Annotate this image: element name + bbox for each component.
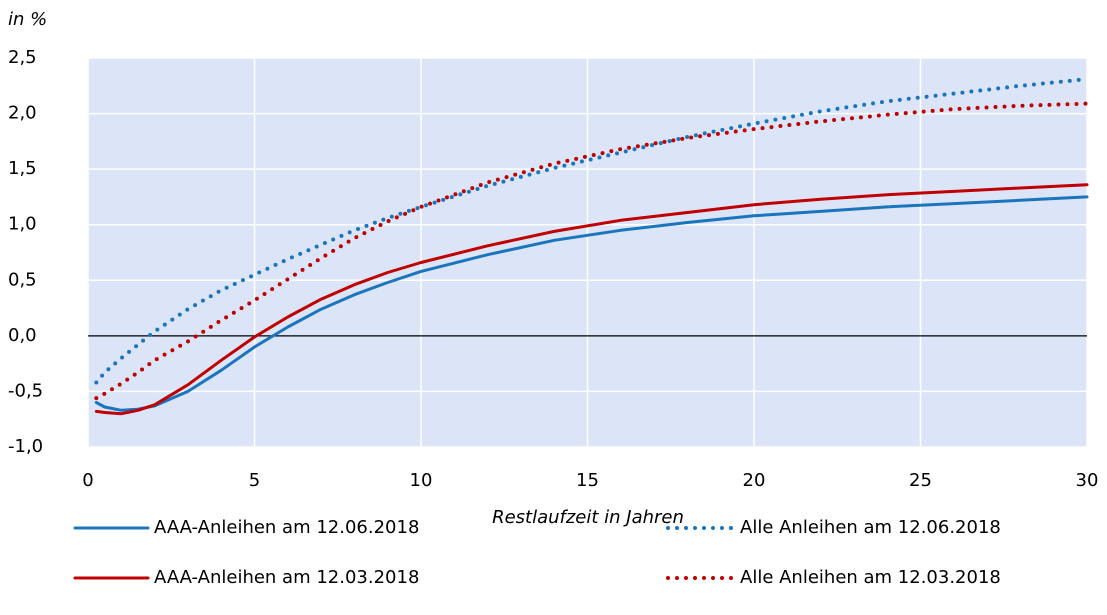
y-tick-label: 2,0 xyxy=(8,103,37,124)
legend-label: Alle Anleihen am 12.06.2018 xyxy=(740,517,1001,538)
y-tick-label: -1,0 xyxy=(8,436,43,457)
x-tick-label: 20 xyxy=(743,470,766,491)
y-tick-label: 1,5 xyxy=(8,158,37,179)
x-tick-label: 0 xyxy=(82,470,93,491)
y-axis-label: in % xyxy=(8,9,47,30)
x-tick-label: 15 xyxy=(576,470,599,491)
x-tick-label: 30 xyxy=(1076,470,1099,491)
series-line xyxy=(94,101,1089,401)
series-line xyxy=(94,183,1089,416)
y-tick-label: -0,5 xyxy=(8,380,43,401)
x-tick-label: 25 xyxy=(909,470,932,491)
legend-label: Alle Anleihen am 12.03.2018 xyxy=(740,567,1001,588)
y-tick-label: 0,5 xyxy=(8,269,37,290)
legend-label: AAA-Anleihen am 12.06.2018 xyxy=(154,517,419,538)
x-axis-label: Restlaufzeit in Jahren xyxy=(492,507,684,528)
y-tick-label: 1,0 xyxy=(8,214,37,235)
x-tick-label: 10 xyxy=(410,470,433,491)
y-tick-label: 0,0 xyxy=(8,325,37,346)
legend-label: AAA-Anleihen am 12.03.2018 xyxy=(154,567,419,588)
x-tick-label: 5 xyxy=(249,470,260,491)
series-line xyxy=(94,77,1089,385)
y-tick-label: 2,5 xyxy=(8,47,37,68)
